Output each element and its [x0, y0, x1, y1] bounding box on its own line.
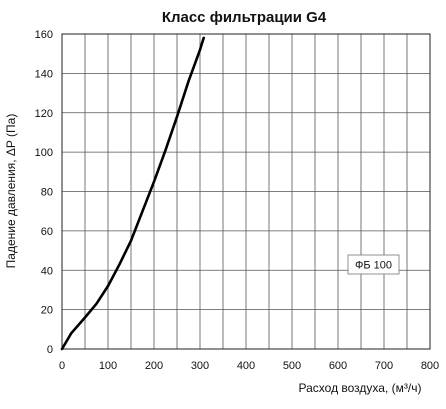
grid [62, 34, 430, 349]
y-axis-label: Падение давления, ΔP (Па) [4, 114, 18, 269]
legend-entry: ФБ 100 [355, 260, 392, 272]
y-tick-label: 160 [35, 29, 53, 41]
x-tick-label: 300 [191, 360, 209, 372]
y-tick-label: 100 [35, 147, 53, 159]
y-tick-label: 120 [35, 108, 53, 120]
y-tick-label: 0 [47, 344, 53, 356]
y-tick-label: 40 [41, 265, 53, 277]
y-axis-ticks: 0 20 40 60 80 100 120 140 160 [35, 29, 53, 356]
x-tick-label: 200 [145, 360, 163, 372]
x-tick-label: 400 [237, 360, 255, 372]
legend-box [347, 254, 400, 275]
x-tick-label: 0 [59, 360, 65, 372]
y-tick-label: 60 [41, 226, 53, 238]
x-tick-label: 100 [99, 360, 117, 372]
x-tick-label: 800 [421, 360, 439, 372]
series-line [60, 36, 205, 351]
y-tick-label: 20 [41, 305, 53, 317]
x-tick-label: 600 [329, 360, 347, 372]
legend: ФБ 100 [347, 254, 400, 275]
x-axis-label: Расход воздуха, (м³/ч) [299, 381, 422, 395]
chart-title: Класс фильтрации G4 [162, 9, 327, 26]
y-tick-label: 140 [35, 68, 53, 80]
x-axis-ticks: 0 100 200 300 400 500 600 700 800 [59, 360, 439, 372]
x-tick-label: 700 [375, 360, 393, 372]
plot-frame [61, 33, 431, 350]
y-tick-label: 80 [41, 187, 53, 199]
series-group [60, 36, 205, 351]
x-tick-label: 500 [283, 360, 301, 372]
